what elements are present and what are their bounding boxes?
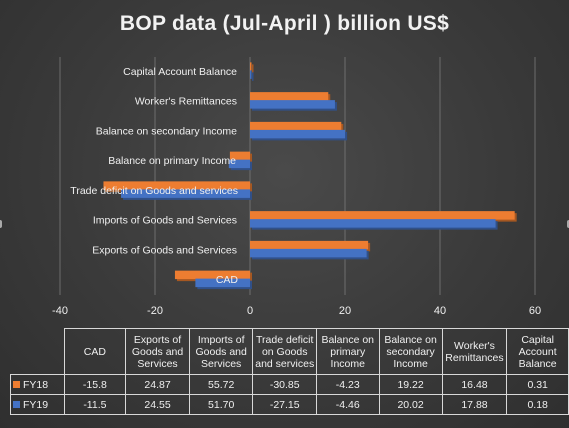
- category-label: Balance on primary Income: [108, 155, 236, 167]
- table-header-cell: Balance on secondary Income: [378, 328, 443, 375]
- bar-fy18: [250, 211, 517, 222]
- table-cell: 24.55: [125, 394, 190, 415]
- legend-entry-fy18: FY18: [10, 374, 65, 395]
- table-cell: -15.8: [63, 374, 127, 395]
- table-corner: [10, 328, 65, 375]
- x-tick-label: 20: [339, 305, 351, 317]
- category-label: Capital Account Balance: [123, 66, 237, 78]
- category-label: Balance on secondary Income: [96, 125, 237, 137]
- category-label: Trade deficit on Goods and services: [70, 185, 238, 197]
- x-tick-label: -40: [52, 305, 68, 317]
- chart-title: BOP data (Jul-April ) billion US$: [119, 12, 450, 35]
- table-cell: 17.88: [441, 394, 508, 415]
- table-cell: -27.15: [252, 394, 317, 415]
- table-cell: 0.31: [506, 374, 569, 395]
- bars: [103, 62, 517, 290]
- bar-fy19: [250, 70, 254, 81]
- category-label: Imports of Goods and Services: [93, 215, 237, 227]
- table-cell: 20.02: [378, 394, 443, 415]
- x-tick-label: 0: [247, 305, 253, 317]
- bar-fy19: [121, 189, 252, 200]
- table-cell: 16.48: [441, 374, 508, 395]
- legend-entry-fy19: FY19: [10, 394, 65, 415]
- bar-fy18: [103, 181, 253, 192]
- table-header-cell: CAD: [63, 328, 127, 375]
- table-row-fy19: FY19 -11.5 24.55 51.70 -27.15 -4.46 20.0…: [10, 394, 569, 415]
- bar-fy19: [250, 248, 369, 260]
- table-cell: 55.72: [188, 374, 254, 395]
- table-cell: -11.5: [63, 394, 127, 415]
- bar-fy18: [250, 121, 344, 133]
- table-cell: 19.22: [378, 374, 443, 395]
- table-header-cell: Exports of Goods and Services: [125, 328, 190, 375]
- data-table: CAD Exports of Goods and Services Import…: [10, 328, 569, 415]
- category-label: Exports of Goods and Services: [92, 244, 237, 256]
- category-label: Worker's Remittances: [135, 96, 237, 108]
- bar-fy19: [250, 129, 348, 141]
- x-axis-ticks: -40 -20 0 20 40 60: [52, 305, 541, 317]
- bar-fy19: [228, 159, 252, 171]
- table-cell: 24.87: [125, 374, 190, 395]
- bar-fy18: [250, 62, 254, 73]
- table-cell: -4.46: [315, 394, 380, 415]
- series-name: FY18: [23, 378, 49, 391]
- category-label: CAD: [216, 274, 239, 286]
- table-cell: 0.18: [506, 394, 569, 415]
- table-cell: -4.23: [315, 374, 380, 395]
- fy19-swatch-icon: [13, 401, 20, 409]
- bar-fy18: [174, 270, 252, 282]
- bar-fy18: [250, 240, 371, 252]
- table-header-cell: Capital Account Balance: [506, 328, 569, 375]
- fy18-swatch-icon: [13, 381, 20, 389]
- table-cell: 51.70: [188, 394, 254, 415]
- right-handle-icon: [567, 220, 569, 228]
- bar-fy19: [250, 100, 337, 111]
- bar-fy18: [229, 151, 252, 163]
- x-tick-label: 40: [434, 305, 446, 317]
- bar-chart-plot: -40 -20 0 20 40 60 CAD Exports of Goods and Se…: [52, 57, 541, 317]
- table-row-fy18: FY18 -15.8 24.87 55.72 -30.85 -4.23 19.2…: [10, 374, 569, 395]
- table-cell: -30.85: [252, 374, 317, 395]
- x-tick-label: 60: [529, 305, 541, 317]
- table-header-cell: Worker's Remittances: [441, 328, 508, 375]
- bar-fy18: [250, 92, 331, 103]
- table-header-cell: Imports of Goods and Services: [188, 328, 254, 375]
- left-handle-icon: [0, 220, 2, 228]
- bar-fy19: [195, 278, 252, 290]
- bar-fy19: [250, 219, 498, 230]
- table-header-cell: Trade deficit on Goods and services: [252, 328, 317, 375]
- series-name: FY19: [23, 398, 49, 411]
- table-header-cell: Balance on primary Income: [315, 328, 380, 375]
- table-header-row: CAD Exports of Goods and Services Import…: [10, 328, 569, 375]
- category-labels: CAD Exports of Goods and Services Imports …: [70, 66, 238, 286]
- x-tick-label: -20: [147, 305, 163, 317]
